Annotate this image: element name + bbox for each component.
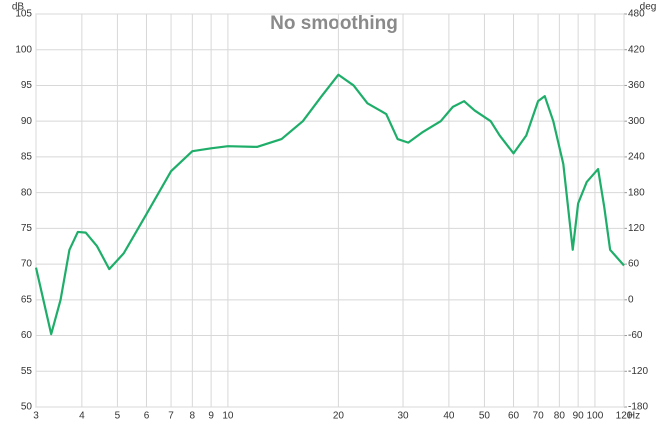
y2-tick-label: -180 [628, 402, 648, 413]
y2-tick-label: -60 [628, 330, 643, 341]
y-tick-label: 60 [21, 330, 33, 341]
x-tick-label: 50 [479, 411, 491, 422]
x-tick-label: 10 [222, 411, 234, 422]
y2-tick-label: 0 [628, 294, 634, 305]
y-tick-label: 100 [15, 44, 32, 55]
x-tick-label: 4 [79, 411, 85, 422]
x-tick-label: 7 [168, 411, 174, 422]
y-tick-label: 95 [21, 80, 33, 91]
y-tick-label: 80 [21, 187, 33, 198]
x-tick-label: 20 [333, 411, 345, 422]
x-unit: Hz [628, 411, 640, 422]
y-tick-label: 70 [21, 259, 33, 270]
chart-title: No smoothing [270, 13, 398, 34]
line-series [34, 73, 625, 336]
x-tick-label: 90 [573, 411, 585, 422]
y2-unit: deg [640, 2, 657, 13]
y2-tick-label: 60 [628, 259, 640, 270]
y2-tick-label: 360 [628, 80, 645, 91]
y2-tick-label: 180 [628, 187, 645, 198]
x-tick-label: 80 [554, 411, 566, 422]
y-tick-label: 55 [21, 366, 33, 377]
y2-tick-label: 120 [628, 223, 645, 234]
x-tick-label: 9 [208, 411, 214, 422]
x-tick-label: 70 [533, 411, 545, 422]
y-tick-label: 105 [15, 9, 32, 20]
x-tick-label: 100 [587, 411, 604, 422]
x-tick-label: 120 [616, 411, 633, 422]
y2-tick-label: 480 [628, 9, 645, 20]
y2-tick-label: 240 [628, 152, 645, 163]
y2-tick-label: 300 [628, 116, 645, 127]
x-tick-label: 3 [33, 411, 39, 422]
y-tick-label: 65 [21, 294, 33, 305]
y-tick-label: 85 [21, 152, 33, 163]
x-tick-label: 6 [144, 411, 150, 422]
x-tick-label: 30 [397, 411, 409, 422]
y-tick-label: 90 [21, 116, 33, 127]
y2-tick-label: 420 [628, 44, 645, 55]
x-tick-label: 40 [443, 411, 455, 422]
y-unit: dB [12, 2, 25, 13]
x-tick-label: 8 [190, 411, 196, 422]
y2-tick-label: -120 [628, 366, 648, 377]
x-tick-label: 60 [508, 411, 520, 422]
x-tick-label: 5 [115, 411, 121, 422]
y-tick-label: 50 [21, 402, 33, 413]
y-tick-label: 75 [21, 223, 33, 234]
